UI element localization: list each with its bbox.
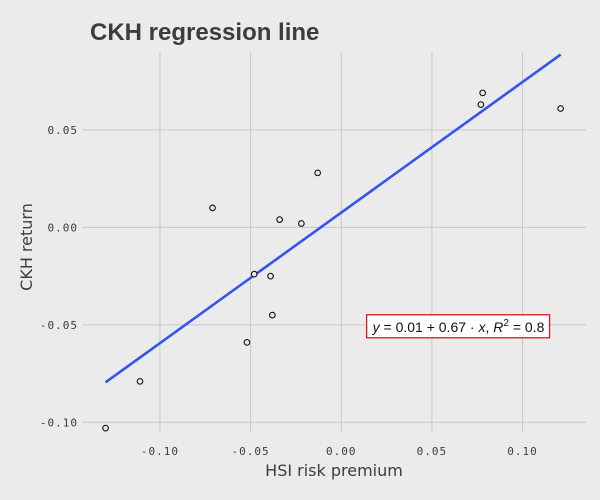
regression-equation: y = 0.01 + 0.67 · x, R2 = 0.8: [372, 318, 545, 335]
scatter-points: [102, 89, 564, 432]
scatter-point: [298, 220, 305, 227]
regression-line-layer: [104, 53, 562, 384]
x-axis-title: HSI risk premium: [265, 461, 403, 480]
scatter-point: [269, 311, 276, 319]
equation-box: [365, 314, 551, 339]
scatter-point: [102, 424, 109, 432]
equation-separator: ,: [485, 319, 493, 335]
x-tick-label: 0.05: [417, 445, 448, 458]
grid: [82, 52, 586, 432]
scatter-point: [276, 216, 283, 223]
equation-y: y: [372, 319, 381, 335]
equation-x: x: [477, 319, 486, 335]
y-tick-label: 0.00: [48, 221, 79, 234]
regression-line: [104, 53, 562, 384]
tick-labels: -0.10 -0.05 0.00 0.05 0.10 -0.10 -0.05 0.00 0.05: [40, 124, 538, 458]
x-tick-label: 0.00: [326, 445, 357, 458]
equation-r: R: [493, 319, 503, 335]
equation-coefficients: = 0.01 + 0.67 ·: [380, 319, 479, 335]
y-tick-label: -0.05: [40, 319, 78, 332]
equation-r-superscript: 2: [503, 318, 509, 329]
scatter-point: [314, 169, 322, 177]
y-tick-label: 0.05: [48, 124, 79, 137]
equation-annotation-group: y = 0.01 + 0.67 · x, R2 = 0.8: [365, 314, 551, 339]
scatter-point: [243, 339, 251, 346]
scatter-point: [250, 270, 258, 278]
x-tick-label: -0.05: [232, 445, 270, 458]
scatter-point: [136, 377, 144, 385]
scatter-point: [557, 105, 564, 112]
scatter-point: [267, 272, 274, 280]
x-tick-label: -0.10: [141, 445, 179, 458]
equation-r-value: = 0.8: [509, 319, 545, 335]
scatter-point: [477, 101, 485, 108]
y-axis-title: CKH return: [17, 203, 36, 291]
scatter-point: [209, 204, 216, 212]
x-tick-label: 0.10: [507, 445, 538, 458]
chart-title: CKH regression line: [90, 19, 319, 46]
scatter-point: [479, 89, 487, 97]
y-tick-label: -0.10: [40, 416, 78, 429]
